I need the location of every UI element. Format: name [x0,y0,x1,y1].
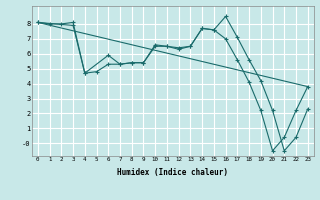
X-axis label: Humidex (Indice chaleur): Humidex (Indice chaleur) [117,168,228,177]
